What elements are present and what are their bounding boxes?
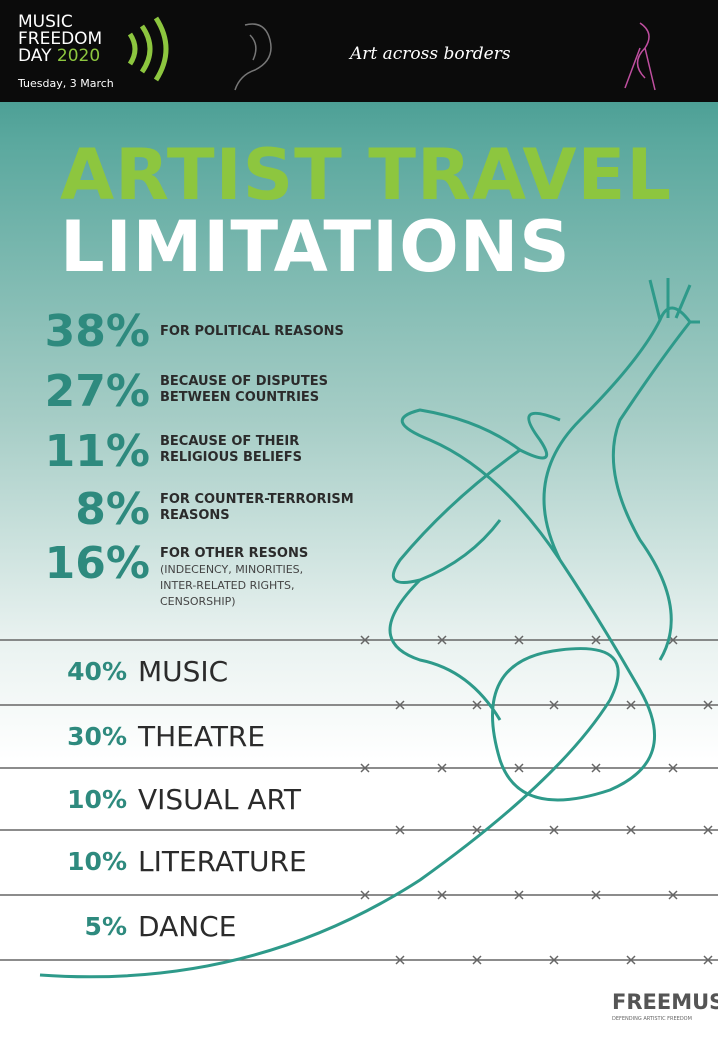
discipline-percent: 40% [67,656,127,688]
reason-percent: 8% [75,486,150,534]
discipline-name: DANCE [138,911,236,943]
reason-text: BECAUSE OF THEIR [160,434,299,450]
reason-note: CENSORSHIP) [160,594,236,610]
reason-percent: 11% [45,428,150,476]
reason-text: FOR POLITICAL REASONS [160,324,344,340]
footer-tagline: DEFENDING ARTISTIC FREEDOM [612,1016,692,1022]
reason-percent: 16% [45,540,150,588]
title-line: ARTIST TRAVEL [60,140,672,210]
reason-percent: 27% [45,368,150,416]
discipline-percent: 10% [67,846,127,878]
discipline-name: VISUAL ART [138,784,301,816]
discipline-percent: 30% [67,721,127,753]
reason-text: RELIGIOUS BELIEFS [160,450,302,466]
discipline-name: THEATRE [138,721,265,753]
reason-text: FOR OTHER RESONS [160,546,308,562]
discipline-name: LITERATURE [138,846,307,878]
reason-text: BETWEEN COUNTRIES [160,390,319,406]
reason-note: INTER-RELATED RIGHTS, [160,578,294,594]
infographic: MUSIC FREEDOM DAY 2020 Tuesday, 3 March … [0,0,718,1050]
discipline-percent: 5% [85,911,127,943]
reason-percent: 38% [45,308,150,356]
footer-brand: FREEMUSE [612,990,718,1014]
reason-text: FOR COUNTER-TERRORISM [160,492,354,508]
discipline-name: MUSIC [138,656,228,688]
title-line: LIMITATIONS [60,212,571,282]
discipline-percent: 10% [67,784,127,816]
reason-text: REASONS [160,508,230,524]
dancer-hand [650,278,700,322]
reason-note: (INDECENCY, MINORITIES, [160,562,303,578]
reason-text: BECAUSE OF DISPUTES [160,374,328,390]
